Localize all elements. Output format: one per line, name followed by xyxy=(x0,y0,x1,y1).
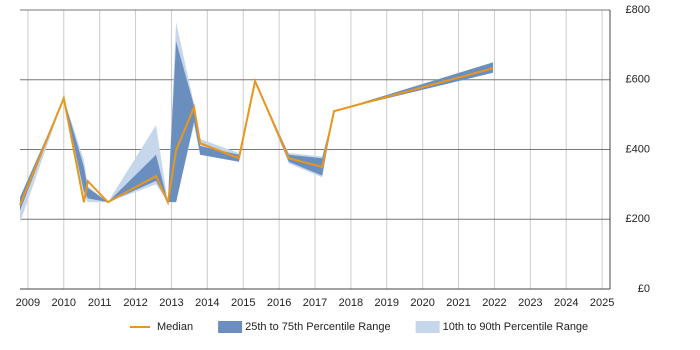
x-tick-label: 2012 xyxy=(123,297,147,309)
y-tick-label: £600 xyxy=(626,74,650,86)
x-tick-label: 2021 xyxy=(446,297,470,309)
x-tick-label: 2020 xyxy=(410,297,434,309)
legend-label: 25th to 75th Percentile Range xyxy=(245,321,391,333)
x-tick-label: 2014 xyxy=(195,297,219,309)
x-tick-label: 2018 xyxy=(339,297,363,309)
x-tick-label: 2016 xyxy=(267,297,291,309)
legend-swatch xyxy=(415,321,440,333)
y-tick-label: £200 xyxy=(626,213,650,225)
x-tick-label: 2022 xyxy=(482,297,506,309)
x-tick-label: 2019 xyxy=(375,297,399,309)
y-tick-label: £800 xyxy=(626,4,650,16)
y-tick-label: £400 xyxy=(626,143,650,155)
x-tick-label: 2013 xyxy=(159,297,183,309)
x-tick-label: 2023 xyxy=(518,297,542,309)
x-tick-label: 2011 xyxy=(88,297,112,309)
x-tick-label: 2025 xyxy=(590,297,614,309)
legend-swatch xyxy=(218,321,243,333)
x-tick-label: 2009 xyxy=(16,297,40,309)
x-tick-label: 2010 xyxy=(52,297,76,309)
legend-label: Median xyxy=(157,321,193,333)
x-tick-label: 2024 xyxy=(554,297,578,309)
legend-label: 10th to 90th Percentile Range xyxy=(443,321,589,333)
median-line xyxy=(19,67,494,206)
x-tick-label: 2017 xyxy=(303,297,327,309)
x-tick-label: 2015 xyxy=(231,297,255,309)
y-tick-label: £0 xyxy=(638,283,650,295)
